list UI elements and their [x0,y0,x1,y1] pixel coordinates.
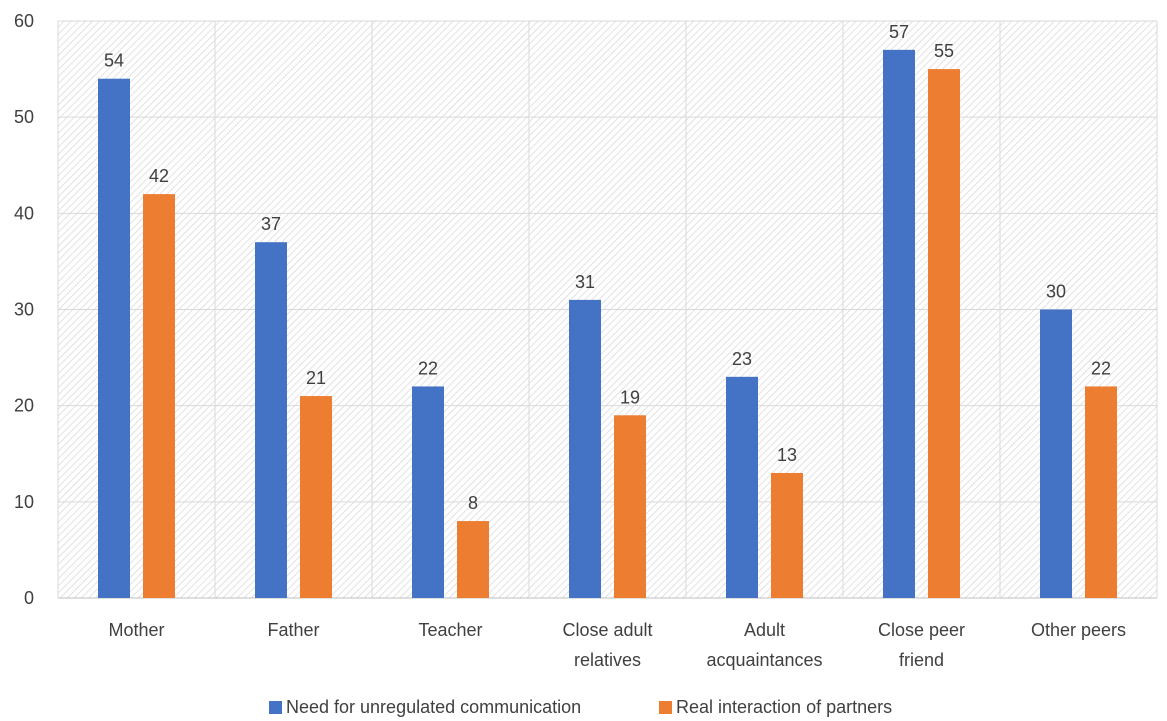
x-tick-label: Father [267,620,319,640]
data-label: 31 [575,272,595,292]
bar [771,472,803,598]
bar [614,415,646,598]
x-tick-label: Mother [108,620,164,640]
x-tick-label: friend [899,650,944,670]
bar [928,69,960,599]
x-tick-label: Adult [744,620,785,640]
y-tick-label: 30 [14,300,34,320]
data-label: 22 [1091,358,1111,378]
y-tick-label: 60 [14,11,34,31]
x-tick-label: relatives [574,650,641,670]
bar [569,299,601,598]
bar [457,521,489,598]
data-label: 23 [732,349,752,369]
data-label: 55 [934,41,954,61]
y-tick-label: 10 [14,492,34,512]
y-tick-label: 20 [14,396,34,416]
legend-swatch [269,701,282,714]
legend-label: Real interaction of partners [676,697,892,717]
data-label: 42 [149,166,169,186]
x-tick-label: Close peer [878,620,965,640]
legend-swatch [659,701,672,714]
bar [300,396,332,598]
data-label: 37 [261,214,281,234]
x-axis: Mother Father Teacher Close adult relatives A… [108,620,1126,670]
bar [883,49,915,599]
x-tick-label: acquaintances [706,650,822,670]
y-tick-label: 40 [14,203,34,223]
data-label: 22 [418,358,438,378]
x-tick-label: Other peers [1031,620,1126,640]
bar [1085,386,1117,598]
bar [255,242,287,598]
bar [98,78,130,598]
bar [1040,309,1072,598]
gridlines [57,20,1158,599]
data-label: 21 [306,368,326,388]
x-tick-label: Close adult [562,620,652,640]
bar [412,386,444,598]
bars: 54 37 22 31 23 57 30 42 21 8 19 13 55 22 [98,22,1117,599]
data-label: 30 [1046,282,1066,302]
bar [726,376,758,598]
legend-label: Need for unregulated communication [286,697,581,717]
data-label: 8 [468,493,478,513]
data-label: 57 [889,22,909,42]
bar [143,194,175,598]
data-label: 13 [777,445,797,465]
y-axis: 0 10 20 30 40 50 60 [14,11,34,608]
y-tick-label: 50 [14,107,34,127]
x-tick-label: Teacher [418,620,482,640]
data-label: 19 [620,387,640,407]
y-tick-label: 0 [24,588,34,608]
data-label: 54 [104,51,124,71]
legend: Need for unregulated communication Real i… [269,697,892,717]
